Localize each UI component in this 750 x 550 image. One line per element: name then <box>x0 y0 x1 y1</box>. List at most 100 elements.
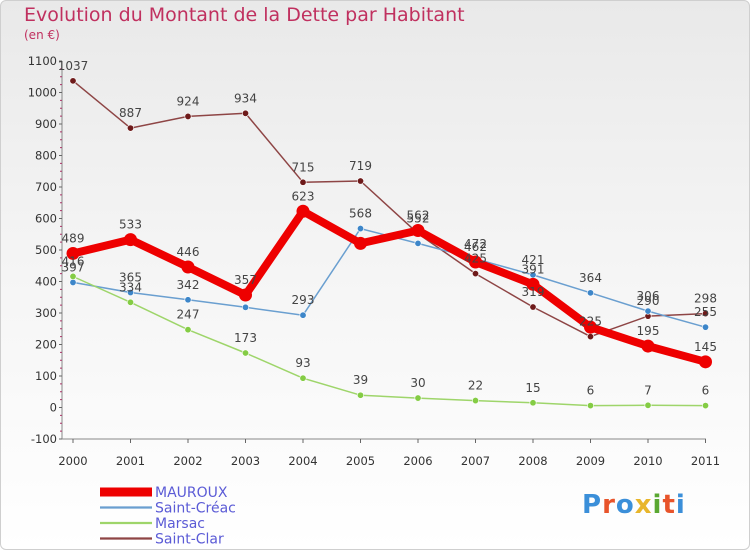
data-label: 446 <box>177 245 200 259</box>
x-tick-label: 2000 <box>58 454 87 468</box>
series-point <box>471 397 479 405</box>
x-tick-label: 2006 <box>403 454 432 468</box>
series-point <box>127 298 135 306</box>
data-label: 7 <box>644 383 652 397</box>
series-point <box>69 77 77 85</box>
data-label: 173 <box>234 331 257 345</box>
series-point <box>239 288 252 302</box>
series-point <box>242 109 250 117</box>
legend-label: Saint-Clar <box>155 532 224 548</box>
x-tick-label: 2008 <box>518 454 547 468</box>
data-label: 715 <box>292 160 315 174</box>
series-point <box>184 112 192 120</box>
data-label: 472 <box>464 237 487 251</box>
series-point <box>641 339 655 353</box>
series-point <box>701 323 709 331</box>
series-point <box>184 326 192 334</box>
series-point <box>124 233 137 247</box>
x-tick-label: 2010 <box>633 454 662 468</box>
x-tick-label: 2007 <box>461 454 490 468</box>
series-point <box>69 278 77 286</box>
y-tick-label: 200 <box>35 338 57 352</box>
series-point <box>296 204 310 218</box>
data-label: 293 <box>292 293 315 307</box>
data-label: 319 <box>522 285 545 299</box>
data-label: 719 <box>349 159 372 173</box>
logo-letter: P <box>582 490 603 520</box>
series-point <box>242 349 250 357</box>
data-label: 225 <box>579 315 602 329</box>
x-tick-label: 2001 <box>116 454 145 468</box>
series-point <box>66 246 80 260</box>
series-point <box>69 272 77 280</box>
y-tick-label: -100 <box>31 432 57 446</box>
data-label: 22 <box>468 379 483 393</box>
series-lines <box>69 80 710 407</box>
series-point <box>699 355 712 369</box>
series-point <box>586 289 594 297</box>
legend-label: Saint-Créac <box>155 501 236 517</box>
series-point <box>701 402 709 410</box>
data-label: 290 <box>637 294 660 308</box>
data-label: 306 <box>637 289 660 303</box>
logo-letter: x <box>634 490 653 520</box>
y-tick-label: 1000 <box>28 86 57 100</box>
data-label: 924 <box>177 94 200 108</box>
x-tick-label: 2009 <box>576 454 605 468</box>
data-label: 462 <box>464 240 487 254</box>
series-point <box>356 177 364 185</box>
data-label: 364 <box>579 271 602 285</box>
data-label: 93 <box>295 356 310 370</box>
logo-letter: r <box>602 490 616 520</box>
y-tick-label: 100 <box>35 369 57 383</box>
data-label: 15 <box>525 381 540 395</box>
legend-label: Marsac <box>155 516 205 532</box>
x-tick-label: 2002 <box>173 454 202 468</box>
series-point <box>414 239 422 247</box>
y-tick-label: 700 <box>35 180 57 194</box>
series-point <box>181 260 195 274</box>
data-label: 39 <box>353 373 368 387</box>
data-label: 6 <box>587 384 595 398</box>
series-point <box>584 320 597 334</box>
x-tick-label: 2005 <box>346 454 375 468</box>
data-label: 489 <box>62 231 85 245</box>
y-tick-label: 400 <box>35 275 57 289</box>
series-point <box>586 402 594 410</box>
chart-title: Evolution du Montant de la Dette par Hab… <box>24 4 465 26</box>
data-label: 623 <box>292 189 315 203</box>
data-label: 552 <box>407 212 430 226</box>
logo-letter: i <box>675 490 686 520</box>
series-point <box>356 391 364 399</box>
x-tick-label: 2011 <box>691 454 720 468</box>
logo-letter: i <box>652 490 663 520</box>
data-label: 30 <box>410 376 425 390</box>
data-label: 421 <box>522 253 545 267</box>
series-point <box>586 333 594 341</box>
data-label: 298 <box>694 292 717 306</box>
proxiti-logo: Proxiti <box>582 490 686 520</box>
series-point <box>644 307 652 315</box>
y-tick-label: 0 <box>50 401 57 415</box>
data-label: 365 <box>119 271 142 285</box>
data-label: 6 <box>702 384 710 398</box>
series-point <box>299 374 307 382</box>
data-label: 887 <box>119 106 142 120</box>
y-tick-label: 900 <box>35 117 57 131</box>
series-line <box>72 275 707 407</box>
series-line <box>69 207 710 366</box>
y-tick-label: 300 <box>35 306 57 320</box>
data-label: 145 <box>694 340 717 354</box>
data-label: 342 <box>177 278 200 292</box>
axes: -100 0 100 200 300 400 500 600 700 800 900 1000 1100… <box>28 54 720 468</box>
logo-letter: o <box>615 490 635 520</box>
series-point <box>354 236 367 250</box>
data-label: 416 <box>62 254 85 268</box>
data-label: 391 <box>522 262 545 276</box>
chart-subtitle: (en €) <box>24 28 60 42</box>
y-tick-label: 600 <box>35 212 57 226</box>
data-label: 195 <box>637 324 660 338</box>
